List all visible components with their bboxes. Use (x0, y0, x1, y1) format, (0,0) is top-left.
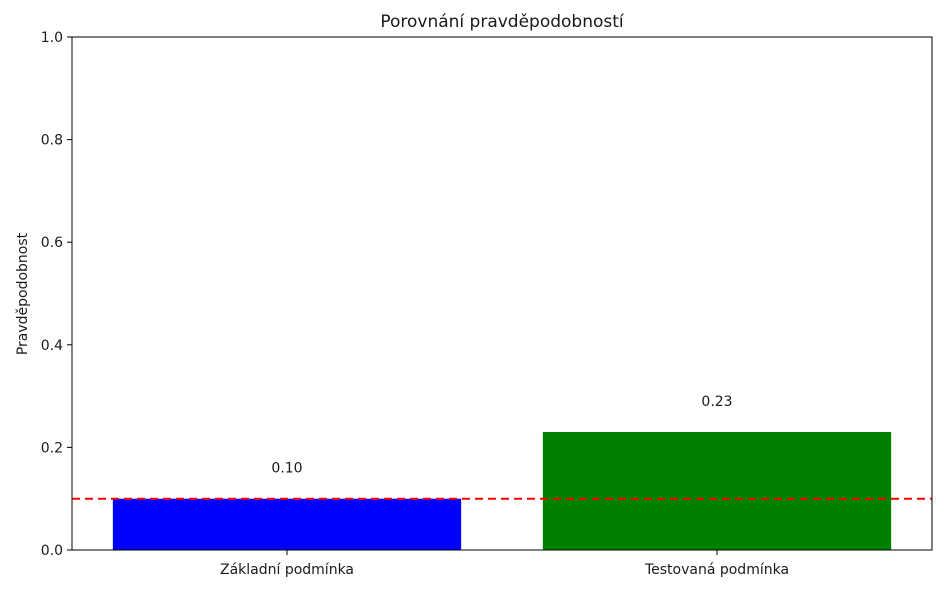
y-tick-label-2: 0.4 (41, 338, 63, 354)
y-tick-label-0: 0.0 (41, 543, 63, 559)
y-tick-label-4: 0.8 (41, 133, 63, 149)
y-axis-title: Pravděpodobnost (15, 232, 31, 355)
x-tick-label-1: Testovaná podmínka (644, 562, 789, 578)
y-tick-label-5: 1.0 (41, 30, 63, 46)
bar-1 (542, 432, 892, 550)
chart-title: Porovnání pravděpodobností (380, 12, 625, 32)
plot-frame (71, 36, 933, 551)
plot-area: 0.10 Základní podmínka 0.23 Testovaná podmí… (41, 30, 933, 578)
bar-0 (112, 498, 462, 550)
y-tick-label-3: 0.6 (41, 235, 63, 251)
x-tick-label-0: Základní podmínka (220, 562, 354, 578)
y-tick-label-1: 0.2 (41, 440, 63, 456)
data-label-1: 0.23 (701, 394, 732, 410)
data-label-0: 0.10 (271, 461, 302, 477)
